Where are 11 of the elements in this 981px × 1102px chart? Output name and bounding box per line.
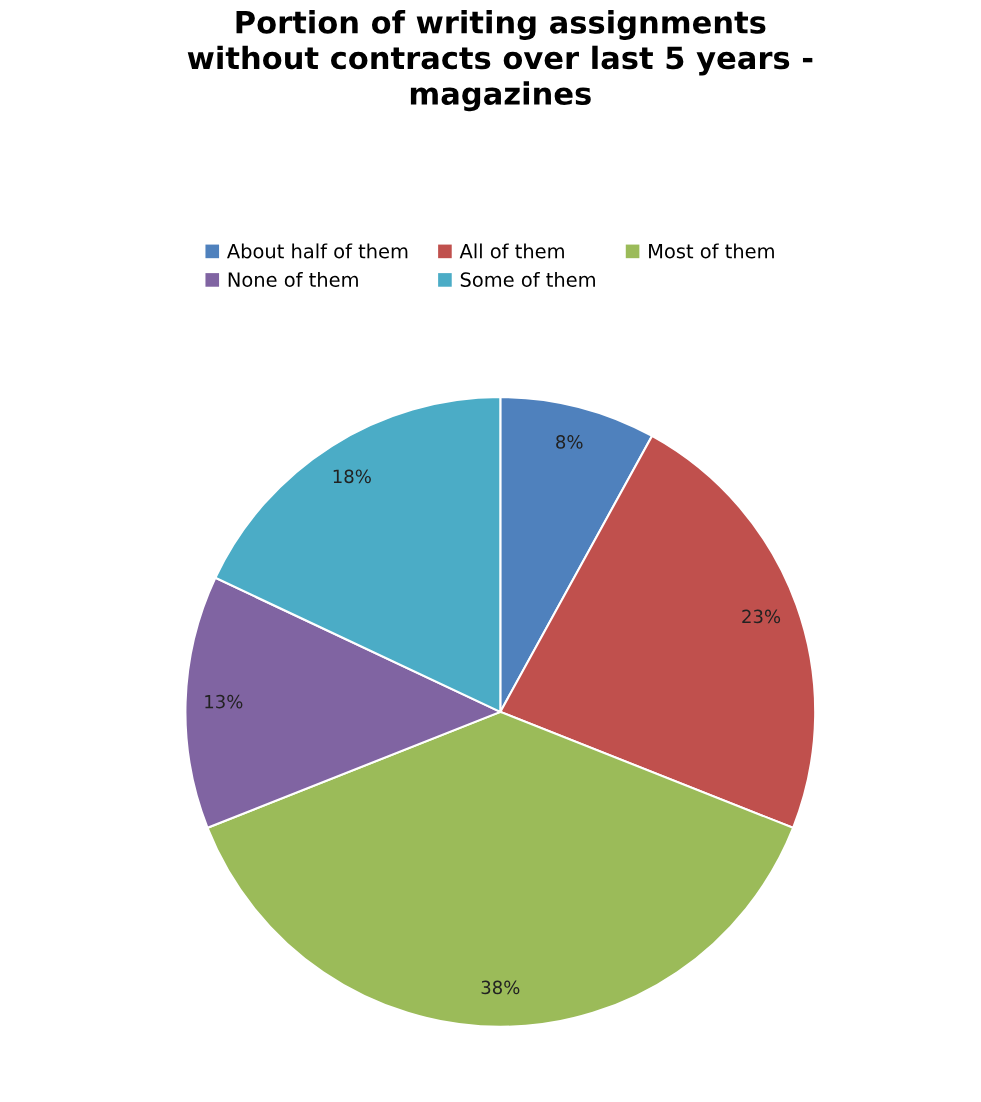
legend-label: About half of them [227, 243, 408, 259]
data-label: 13% [205, 694, 243, 709]
data-label: 38% [481, 980, 520, 995]
legend-label: All of them [459, 243, 564, 259]
chart-title: Portion of writing assignments without contracts over last 5 years - magazines [187, 10, 813, 112]
legend-label: Most of them [649, 243, 774, 259]
data-label: 23% [742, 609, 781, 624]
legend-label: None of them [228, 271, 358, 287]
data-label: 8% [556, 435, 583, 449]
data-label: 18% [333, 469, 371, 484]
legend-label: Some of them [460, 271, 595, 287]
